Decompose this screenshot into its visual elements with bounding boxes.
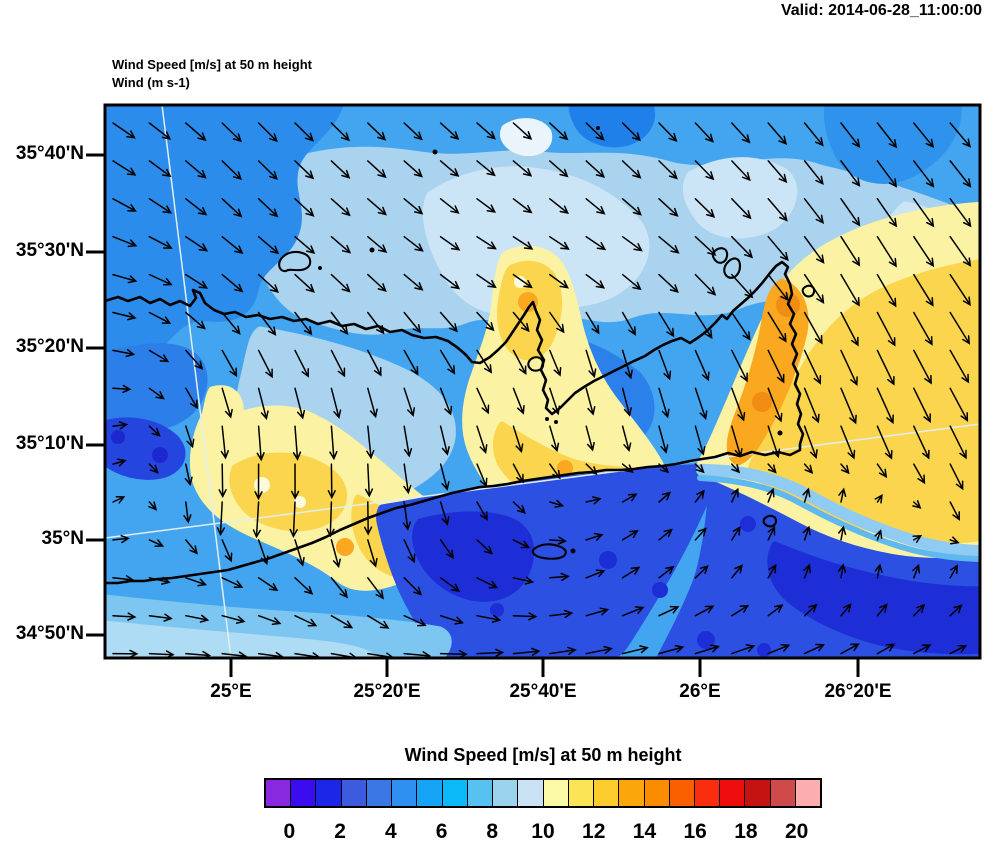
lon-tick-label: 25°20'E bbox=[353, 681, 421, 702]
lat-tick-label: 35°40'N bbox=[15, 143, 84, 164]
islet-dots bbox=[318, 126, 783, 554]
colorbar-cell bbox=[315, 780, 341, 806]
colorbar-cell bbox=[266, 780, 291, 806]
colorbar-tick-label: 2 bbox=[334, 820, 346, 843]
colorbar-tick-label: 16 bbox=[683, 820, 707, 843]
colorbar-tick-label: 10 bbox=[531, 820, 555, 843]
colorbar-cell bbox=[391, 780, 417, 806]
colorbar-cell bbox=[668, 780, 694, 806]
colorbar-cell bbox=[794, 780, 821, 806]
colorbar-tick-label: 4 bbox=[384, 820, 397, 843]
colorbar-cell bbox=[769, 780, 795, 806]
colorbar-cell bbox=[643, 780, 669, 806]
colorbar-cell bbox=[542, 780, 568, 806]
lon-tick-label: 25°40'E bbox=[509, 681, 577, 702]
colorbar-cell bbox=[618, 780, 644, 806]
colorbar-cell bbox=[290, 780, 316, 806]
colorbar-cell bbox=[416, 780, 442, 806]
colorbar-cell bbox=[744, 780, 770, 806]
colorbar-tick-label: 20 bbox=[784, 820, 809, 843]
colorbar-tick-label: 12 bbox=[582, 820, 606, 843]
colorbar-tick-label: 8 bbox=[486, 820, 499, 843]
coastline bbox=[105, 247, 816, 585]
lon-tick-label: 26°E bbox=[679, 681, 721, 702]
colorbar-cell bbox=[466, 780, 493, 806]
colorbar-tick-label: 0 bbox=[283, 820, 296, 843]
colorbar bbox=[264, 778, 822, 808]
lat-tick-label: 35°10'N bbox=[15, 433, 84, 454]
colorbar-title: Wind Speed [m/s] at 50 m height bbox=[404, 745, 682, 765]
colorbar-tick-label: 14 bbox=[632, 820, 657, 843]
axis-ticks bbox=[86, 153, 860, 677]
lat-tick-label: 35°30'N bbox=[15, 240, 84, 261]
colorbar-cell bbox=[593, 780, 619, 806]
wind-map-canvas bbox=[86, 103, 982, 677]
plot-title-line1: Wind Speed [m/s] at 50 m height bbox=[112, 57, 312, 72]
lon-tick-label: 25°E bbox=[210, 681, 252, 702]
contour-fills bbox=[105, 105, 980, 658]
lat-tick-label: 35°N bbox=[41, 528, 84, 549]
colorbar-cell bbox=[517, 780, 543, 806]
colorbar-cell bbox=[693, 780, 720, 806]
lon-tick-label: 26°20'E bbox=[824, 681, 892, 702]
colorbar-tick-label: 18 bbox=[734, 820, 758, 843]
graticule bbox=[105, 105, 980, 658]
colorbar-cell bbox=[567, 780, 594, 806]
lat-tick-label: 34°50'N bbox=[15, 623, 84, 644]
colorbar-cell bbox=[340, 780, 366, 806]
colorbar-cell bbox=[441, 780, 467, 806]
wind-arrows bbox=[112, 122, 972, 658]
colorbar-cell bbox=[492, 780, 518, 806]
map-frame bbox=[103, 103, 982, 660]
lat-tick-label: 35°20'N bbox=[15, 336, 84, 357]
plot-title-line2: Wind (m s-1) bbox=[112, 75, 190, 90]
colorbar-tick-label: 6 bbox=[435, 820, 448, 843]
valid-timestamp: Valid: 2014-06-28_11:00:00 bbox=[780, 2, 982, 19]
colorbar-cell bbox=[719, 780, 745, 806]
colorbar-cell bbox=[365, 780, 392, 806]
